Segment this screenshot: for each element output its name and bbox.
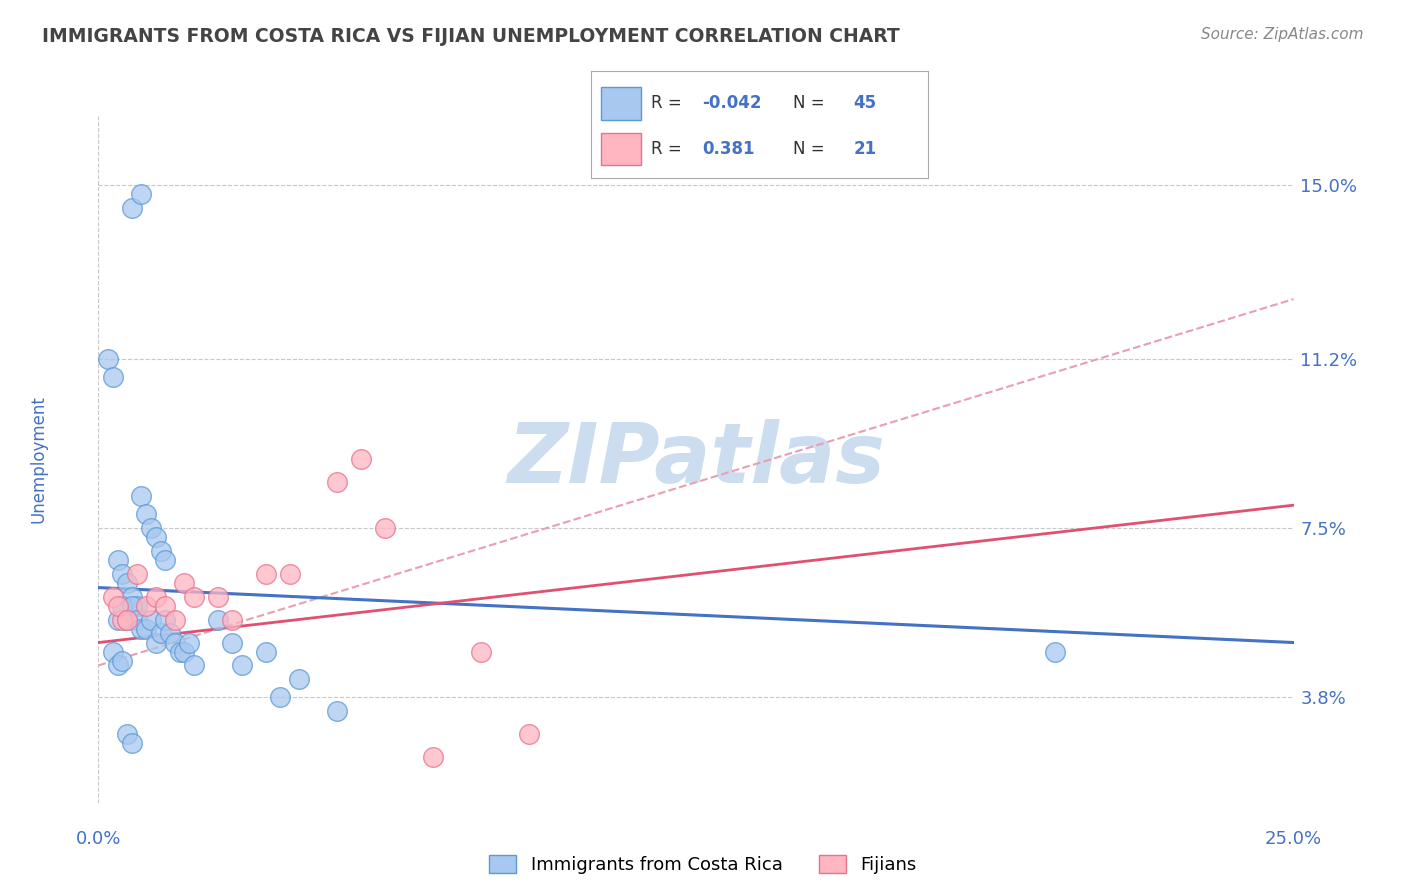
Point [135,599,157,613]
Point [101,645,124,659]
Point [169,645,191,659]
Point [115,727,138,741]
Point [155,613,177,627]
Point [131,186,153,201]
Point [139,613,162,627]
Point [207,590,229,604]
Point [135,508,157,522]
Point [254,645,277,659]
Point [115,613,138,627]
Point [326,704,349,718]
Point [125,599,148,613]
Point [121,736,143,750]
Point [107,658,129,673]
Point [131,489,153,503]
Text: 45: 45 [853,95,877,112]
Point [145,530,167,544]
Point [278,566,301,581]
Point [221,613,243,627]
Point [131,622,153,636]
Legend: Immigrants from Costa Rica, Fijians: Immigrants from Costa Rica, Fijians [489,855,917,874]
Point [121,599,143,613]
Point [163,613,186,627]
Point [121,201,143,215]
Point [149,544,172,558]
Point [254,566,277,581]
Text: 0.381: 0.381 [702,140,755,158]
Point [207,613,229,627]
Point [173,645,195,659]
Text: R =: R = [651,140,682,158]
Point [111,654,134,668]
Point [159,626,181,640]
Point [101,370,124,384]
Point [374,521,396,535]
Point [135,622,157,636]
Point [173,576,195,591]
Point [107,599,129,613]
Point [163,635,186,649]
Text: N =: N = [793,140,824,158]
Point [1043,645,1066,659]
Point [107,613,129,627]
Text: N =: N = [793,95,824,112]
Point [221,635,243,649]
Text: Unemployment: Unemployment [30,395,48,524]
Point [97,351,120,366]
Point [125,613,148,627]
Text: 21: 21 [853,140,877,158]
Point [139,521,162,535]
Text: 25.0%: 25.0% [1265,830,1322,847]
Point [115,576,138,591]
Text: IMMIGRANTS FROM COSTA RICA VS FIJIAN UNEMPLOYMENT CORRELATION CHART: IMMIGRANTS FROM COSTA RICA VS FIJIAN UNE… [42,27,900,45]
Text: 0.0%: 0.0% [76,830,121,847]
Point [107,553,129,567]
Point [422,750,444,764]
Point [111,599,134,613]
FancyBboxPatch shape [600,133,641,165]
Text: Source: ZipAtlas.com: Source: ZipAtlas.com [1201,27,1364,42]
FancyBboxPatch shape [600,87,641,120]
Point [121,590,143,604]
Text: ZIPatlas: ZIPatlas [508,419,884,500]
Point [101,590,124,604]
Point [326,475,349,490]
Point [111,613,134,627]
Point [288,672,311,686]
Point [155,553,177,567]
Point [155,599,177,613]
Point [183,658,205,673]
Text: R =: R = [651,95,682,112]
Point [183,590,205,604]
Point [145,590,167,604]
Point [269,690,291,705]
Point [350,452,373,467]
Point [179,635,201,649]
Point [115,613,138,627]
Point [149,626,172,640]
Point [145,635,167,649]
Point [111,566,134,581]
Point [231,658,253,673]
Point [517,727,540,741]
Text: -0.042: -0.042 [702,95,762,112]
Point [125,566,148,581]
Point [470,645,492,659]
